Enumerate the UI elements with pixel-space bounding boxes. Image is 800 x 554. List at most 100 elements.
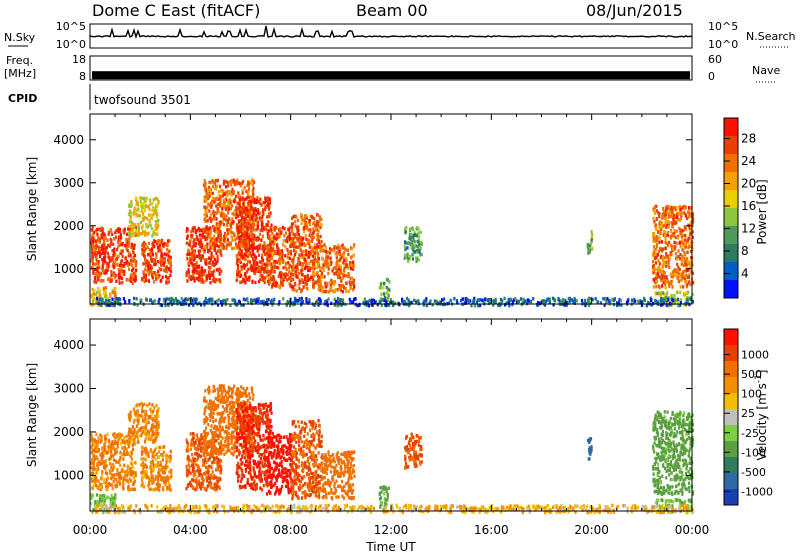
- scatter-point: [267, 243, 270, 248]
- scatter-point: [247, 221, 250, 226]
- scatter-point: [661, 263, 664, 267]
- scatter-point: [278, 300, 281, 304]
- scatter-point: [321, 247, 324, 252]
- scatter-point: [385, 300, 388, 305]
- scatter-point: [193, 479, 196, 483]
- scatter-point: [269, 238, 272, 243]
- scatter-point: [494, 297, 497, 302]
- scatter-point: [315, 245, 318, 249]
- scatter-point: [343, 266, 346, 270]
- scatter-point: [242, 202, 245, 206]
- scatter-point: [110, 483, 113, 487]
- scatter-point: [115, 228, 118, 233]
- scatter-point: [231, 190, 234, 194]
- scatter-point: [194, 300, 197, 304]
- scatter-point: [312, 216, 315, 220]
- scatter-point: [169, 261, 172, 266]
- scatter-point: [667, 215, 670, 219]
- scatter-point: [117, 245, 120, 249]
- scatter-point: [584, 303, 587, 308]
- scatter-point: [266, 232, 269, 236]
- scatter-point: [106, 450, 109, 455]
- scatter-point: [337, 298, 340, 302]
- scatter-point: [316, 236, 319, 240]
- scatter-point: [683, 251, 686, 255]
- scatter-point: [189, 230, 193, 234]
- scatter-point: [249, 220, 253, 224]
- scatter-point: [347, 289, 350, 293]
- power-x-ticks: [89, 114, 693, 304]
- scatter-point: [91, 233, 94, 238]
- scatter-point: [109, 500, 112, 504]
- scatter-point: [273, 270, 276, 274]
- scatter-point: [688, 206, 691, 210]
- scatter-point: [141, 461, 145, 465]
- scatter-point: [236, 258, 239, 263]
- scatter-point: [269, 300, 272, 304]
- scatter-point: [464, 298, 467, 302]
- scatter-point: [113, 247, 116, 251]
- scatter-point: [296, 267, 299, 272]
- scatter-point: [244, 298, 247, 302]
- scatter-point: [131, 433, 134, 437]
- scatter-point: [257, 208, 260, 212]
- scatter-point: [252, 252, 255, 256]
- scatter-point: [94, 503, 97, 507]
- scatter-point: [165, 460, 168, 464]
- scatter-point: [196, 237, 199, 242]
- scatter-point: [569, 299, 572, 304]
- scatter-point: [227, 240, 230, 245]
- scatter-point: [157, 201, 160, 205]
- scatter-point: [146, 245, 149, 249]
- scatter-point: [129, 253, 132, 257]
- scatter-point: [241, 216, 244, 220]
- scatter-point: [425, 299, 428, 304]
- scatter-point: [95, 502, 98, 506]
- scatter-point: [268, 250, 271, 254]
- scatter-point: [153, 262, 156, 267]
- scatter-point: [226, 238, 229, 242]
- scatter-point: [267, 273, 270, 278]
- scatter-point: [671, 210, 674, 215]
- scatter-point: [111, 499, 114, 503]
- scatter-point: [691, 220, 695, 224]
- scatter-point: [91, 476, 94, 481]
- scatter-point: [158, 463, 161, 468]
- scatter-point: [245, 232, 249, 236]
- scatter-point: [157, 478, 160, 482]
- scatter-point: [655, 256, 658, 260]
- scatter-point: [144, 262, 147, 266]
- scatter-point: [198, 301, 201, 305]
- scatter-point: [156, 412, 159, 417]
- scatter-point: [312, 278, 315, 282]
- scatter-point: [168, 297, 171, 301]
- scatter-point: [123, 272, 126, 277]
- scatter-point: [158, 297, 161, 302]
- scatter-point: [248, 275, 251, 279]
- scatter-point: [102, 279, 105, 283]
- scatter-point: [365, 303, 368, 307]
- scatter-point: [111, 297, 114, 301]
- scatter-point: [111, 433, 115, 437]
- scatter-point: [145, 297, 148, 301]
- scatter-point: [312, 262, 315, 266]
- nsearch-label: N.Search: [746, 30, 796, 43]
- scatter-point: [282, 297, 285, 301]
- scatter-point: [347, 252, 350, 257]
- scatter-point: [678, 257, 682, 261]
- scatter-point: [298, 261, 302, 265]
- scatter-point: [288, 270, 291, 274]
- scatter-point: [228, 204, 231, 208]
- scatter-point: [380, 292, 383, 296]
- scatter-point: [301, 278, 304, 282]
- scatter-point: [350, 247, 354, 251]
- scatter-point: [333, 303, 336, 307]
- scatter-point: [417, 235, 420, 239]
- scatter-point: [658, 262, 661, 266]
- scatter-point: [258, 232, 262, 236]
- scatter-point: [162, 477, 165, 481]
- scatter-point: [152, 198, 155, 202]
- scatter-point: [253, 208, 256, 213]
- scatter-point: [133, 246, 136, 250]
- scatter-point: [224, 234, 227, 238]
